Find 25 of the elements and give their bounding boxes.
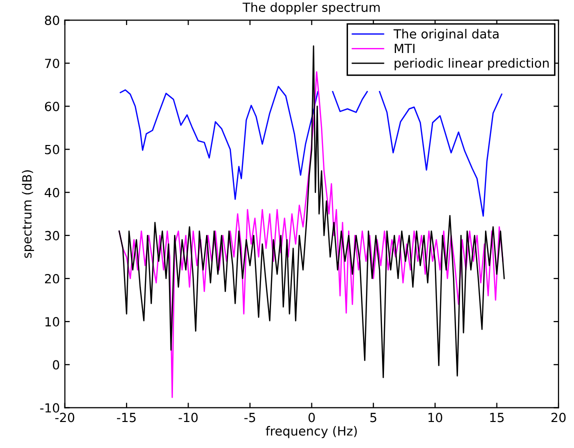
- y-tick-label: 10: [45, 317, 60, 326]
- x-tick-label: 15: [490, 412, 504, 422]
- x-tick-label: 20: [551, 412, 566, 422]
- x-tick-label: 5: [370, 412, 376, 422]
- chart-title: The doppler spectrum: [242, 2, 380, 14]
- y-tick-label: 40: [44, 188, 60, 198]
- x-axis-title: frequency (Hz): [266, 426, 357, 438]
- x-tick-label: -10: [178, 412, 198, 422]
- x-tick-label: 0: [308, 412, 315, 422]
- y-axis-title: spectrum (dB): [22, 170, 34, 258]
- y-tick-label: 0: [52, 360, 60, 370]
- y-tick-label: 20: [45, 274, 60, 284]
- y-tick-label: 30: [45, 230, 60, 240]
- x-tick-label: 10: [428, 412, 442, 422]
- legend-label: The original data: [394, 28, 499, 42]
- x-tick-label: -15: [116, 412, 136, 422]
- y-tick-label: 50: [45, 144, 60, 154]
- x-tick-label: -5: [244, 412, 256, 422]
- y-tick-label: 70: [45, 58, 60, 68]
- y-tick-label: 60: [44, 102, 60, 112]
- legend-label: MTI: [394, 44, 414, 54]
- x-tick-label: -20: [55, 412, 74, 422]
- y-tick-label: -10: [40, 403, 60, 413]
- legend-label: periodic linear prediction: [394, 58, 549, 70]
- y-tick-label: 80: [44, 16, 60, 26]
